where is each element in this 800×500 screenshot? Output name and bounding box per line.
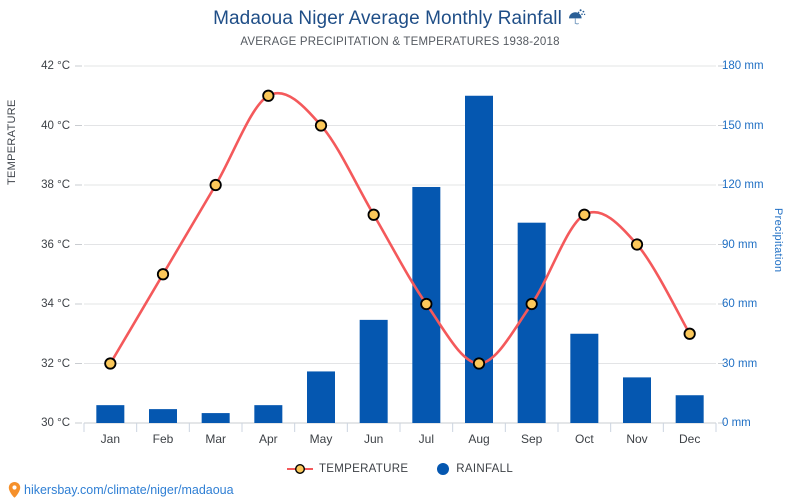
left-tick-label: 32 °C [41, 357, 70, 370]
temperature-line [109, 91, 691, 365]
right-tick-label: 60 mm [722, 298, 758, 310]
temperature-point-dec [683, 327, 696, 340]
right-tick-label: 0 mm [722, 417, 751, 429]
left-tick-label: 42 °C [41, 60, 70, 72]
right-tick-label: 180 mm [722, 60, 764, 72]
temperature-point-may [314, 119, 328, 132]
rainfall-legend-icon [437, 463, 450, 475]
left-tick-label: 40 °C [41, 119, 70, 132]
temperature-point-mar [209, 178, 222, 192]
month-label-aug: Aug [468, 432, 490, 446]
bar-sep [517, 222, 546, 423]
map-pin-icon [8, 482, 21, 498]
umbrella-rain-icon [567, 8, 587, 34]
temperature-point-aug [472, 357, 486, 370]
month-label-feb: Feb [152, 432, 174, 446]
legend-label-rainfall: RAINFALL [456, 463, 514, 475]
left-tick-label: 34 °C [41, 298, 70, 310]
bar-mar [201, 413, 230, 423]
page-title: Madaoua Niger Average Monthly Rainfall [0, 8, 800, 34]
month-label-jan: Jan [100, 432, 121, 446]
temperature-point-apr [262, 89, 275, 102]
month-label-sep: Sep [520, 432, 543, 446]
temperature-point-jan [104, 357, 117, 370]
right-tick-label: 150 mm [722, 119, 764, 132]
left-tick-label: 38 °C [41, 179, 70, 191]
chart-legend: TEMPERATURE RAINFALL [0, 462, 800, 476]
page-title-text: Madaoua Niger Average Monthly Rainfall [213, 8, 562, 29]
legend-item-rainfall[interactable]: RAINFALL [436, 462, 513, 476]
left-tick-label: 36 °C [41, 238, 70, 251]
right-axis-ticks: 180 mm 150 mm 120 mm 90 mm 60 mm 30 mm 0 mm [722, 0, 792, 500]
right-tick-label: 120 mm [722, 179, 764, 191]
temperature-point-oct [578, 208, 591, 221]
temperature-point-jun [367, 208, 380, 221]
bar-jun [359, 319, 388, 423]
bar-oct [570, 333, 599, 423]
source-link[interactable]: hikersbay.com/climate/niger/madaoua [8, 482, 234, 498]
temperature-point-sep [525, 297, 538, 311]
bar-feb [149, 409, 177, 423]
left-tick-label: 30 °C [41, 417, 70, 429]
right-tick-label: 90 mm [722, 238, 758, 251]
bar-aug [465, 95, 493, 423]
month-label-dec: Dec [678, 432, 701, 446]
temperature-legend-icon [286, 463, 313, 475]
source-link-text: hikersbay.com/climate/niger/madaoua [24, 483, 234, 497]
temperature-point-nov [630, 238, 644, 251]
temperature-point-feb [156, 268, 170, 281]
temperature-point-jul [420, 297, 433, 311]
month-label-apr: Apr [258, 432, 278, 446]
month-label-jul: Jul [418, 432, 434, 446]
month-label-nov: Nov [626, 432, 648, 446]
legend-label-temperature: TEMPERATURE [318, 463, 409, 475]
month-label-oct: Oct [574, 432, 594, 446]
month-label-jun: Jun [363, 432, 384, 446]
bar-jan [96, 405, 125, 423]
bar-nov [623, 377, 651, 423]
legend-item-temperature[interactable]: TEMPERATURE [286, 463, 409, 475]
bar-may [307, 371, 335, 423]
month-label-mar: Mar [205, 432, 226, 446]
page-subtitle: AVERAGE PRECIPITATION & TEMPERATURES 193… [240, 36, 560, 48]
left-axis-ticks: 42 °C 40 °C 38 °C 36 °C 34 °C 32 °C 30 °C [6, 0, 70, 500]
bar-apr [254, 405, 283, 423]
month-label-may: May [309, 432, 333, 446]
bar-dec [675, 395, 704, 423]
right-tick-label: 30 mm [722, 357, 758, 370]
